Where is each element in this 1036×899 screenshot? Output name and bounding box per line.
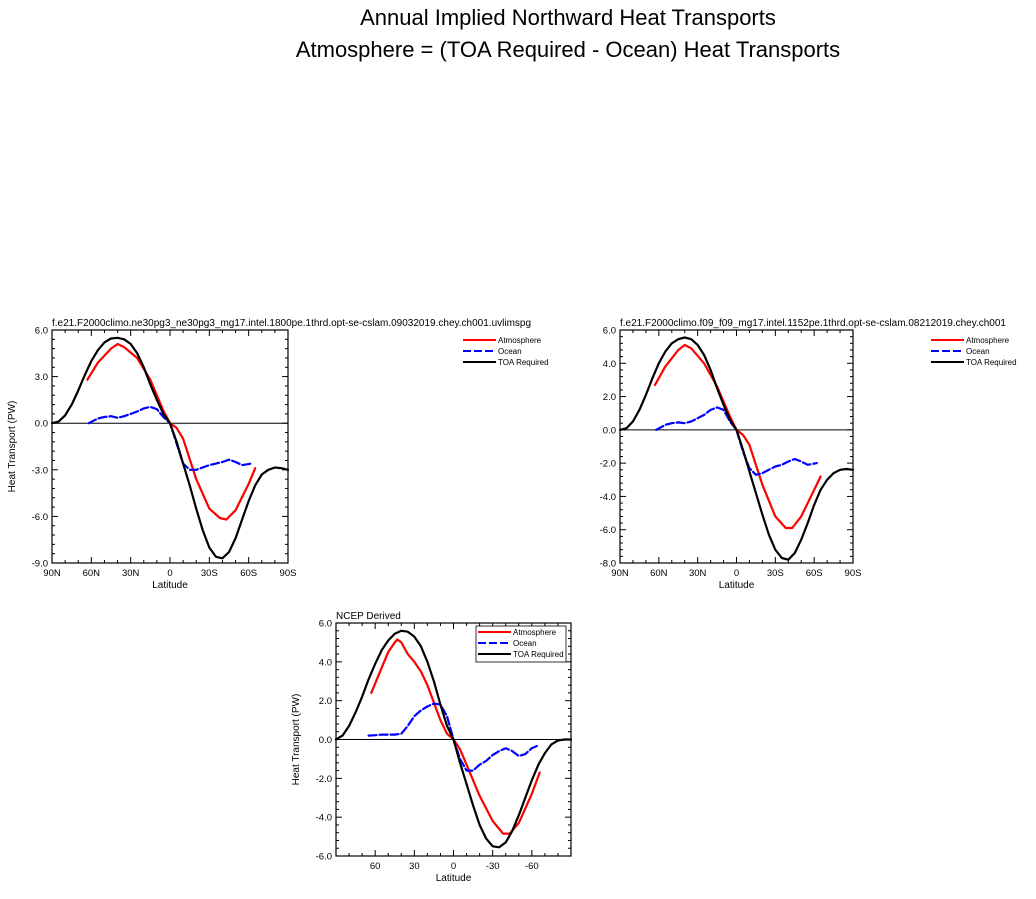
- plot-frame: [619, 329, 854, 564]
- series-atmosphere: [653, 343, 822, 530]
- y-tick-label: -6.0: [600, 525, 616, 536]
- x-tick-label: 60N: [650, 568, 668, 579]
- legend-label: Atmosphere: [498, 336, 542, 345]
- y-tick-label: 0.0: [603, 425, 616, 436]
- y-tick-label: 2.0: [603, 392, 616, 403]
- y-tick-label: 4.0: [319, 657, 332, 668]
- x-axis-label: Latitude: [152, 580, 188, 591]
- x-tick-label: -30: [486, 861, 500, 872]
- y-tick-label: -4.0: [316, 813, 332, 824]
- x-tick-label: 0: [734, 568, 739, 579]
- y-tick-label: -2.0: [316, 774, 332, 785]
- series-atmosphere: [86, 342, 257, 521]
- x-axis-label: Latitude: [719, 580, 755, 591]
- series-toa-required: [334, 629, 573, 849]
- series-atmosphere: [370, 638, 541, 835]
- legend-label: Ocean: [513, 639, 537, 648]
- x-tick-label: 60S: [806, 568, 823, 579]
- x-tick-label: 30S: [201, 568, 218, 579]
- y-axis-label: Heat Transport (PW): [7, 401, 18, 493]
- y-tick-label: 4.0: [603, 359, 616, 370]
- y-tick-label: -9.0: [32, 559, 48, 570]
- x-tick-label: 0: [451, 861, 456, 872]
- y-tick-label: -4.0: [600, 492, 616, 503]
- legend-label: Atmosphere: [513, 628, 557, 637]
- plot-frame: [51, 329, 289, 564]
- y-tick-label: 6.0: [319, 619, 332, 630]
- legend-label: TOA Required: [966, 358, 1017, 367]
- panel-title: f.e21.F2000climo.f09_f09_mg17.intel.1152…: [620, 318, 1006, 329]
- legend: Atmosphere Ocean TOA Required: [463, 336, 549, 367]
- y-tick-label: -6.0: [32, 512, 48, 523]
- x-tick-label: 90S: [280, 568, 297, 579]
- x-tick-label: 90N: [611, 568, 629, 579]
- legend-label: Ocean: [966, 347, 990, 356]
- y-tick-label: 3.0: [35, 372, 48, 383]
- y-tick-label: 0.0: [319, 735, 332, 746]
- y-axis-label: Heat Transport (PW): [291, 694, 302, 786]
- series-toa-required: [50, 336, 290, 560]
- legend: Atmosphere Ocean TOA Required: [931, 336, 1017, 367]
- legend-label: TOA Required: [498, 358, 549, 367]
- y-tick-label: -3.0: [32, 465, 48, 476]
- chart-panel-3: 6.0 4.0 2.0 0.0 -2.0 -4.0 -6.0 60 30 0 -30 -60 Latit…: [291, 611, 573, 884]
- series-ocean: [87, 405, 253, 471]
- x-tick-label: 30S: [767, 568, 784, 579]
- x-tick-label: 60: [370, 861, 381, 872]
- x-tick-label: 60N: [83, 568, 101, 579]
- y-tick-label: 6.0: [35, 326, 48, 337]
- y-tick-label: -2.0: [600, 459, 616, 470]
- y-tick-label: -8.0: [600, 559, 616, 570]
- y-tick-label: -6.0: [316, 852, 332, 863]
- x-tick-label: 30N: [689, 568, 707, 579]
- legend-label: Ocean: [498, 347, 522, 356]
- y-tick-label: 0.0: [35, 419, 48, 430]
- x-axis-label: Latitude: [436, 873, 472, 884]
- legend-label: TOA Required: [513, 650, 564, 659]
- series-ocean: [655, 406, 818, 476]
- x-tick-label: 90N: [43, 568, 61, 579]
- series-toa-required: [618, 336, 855, 561]
- y-tick-label: 2.0: [319, 696, 332, 707]
- x-tick-label: 30: [409, 861, 420, 872]
- x-tick-label: 0: [167, 568, 172, 579]
- x-tick-label: 60S: [240, 568, 257, 579]
- legend-label: Atmosphere: [966, 336, 1010, 345]
- x-tick-label: -60: [525, 861, 539, 872]
- panel-title: NCEP Derived: [336, 611, 401, 622]
- y-tick-label: 6.0: [603, 326, 616, 337]
- panel-title: f.e21.F2000climo.ne30pg3_ne30pg3_mg17.in…: [52, 318, 531, 329]
- figure-title-line1: Annual Implied Northward Heat Transports: [360, 5, 776, 30]
- figure-title-line2: Atmosphere = (TOA Required - Ocean) Heat…: [295, 37, 841, 62]
- x-tick-label: 90S: [845, 568, 862, 579]
- x-tick-label: 30N: [122, 568, 140, 579]
- legend: Atmosphere Ocean TOA Required: [475, 625, 567, 663]
